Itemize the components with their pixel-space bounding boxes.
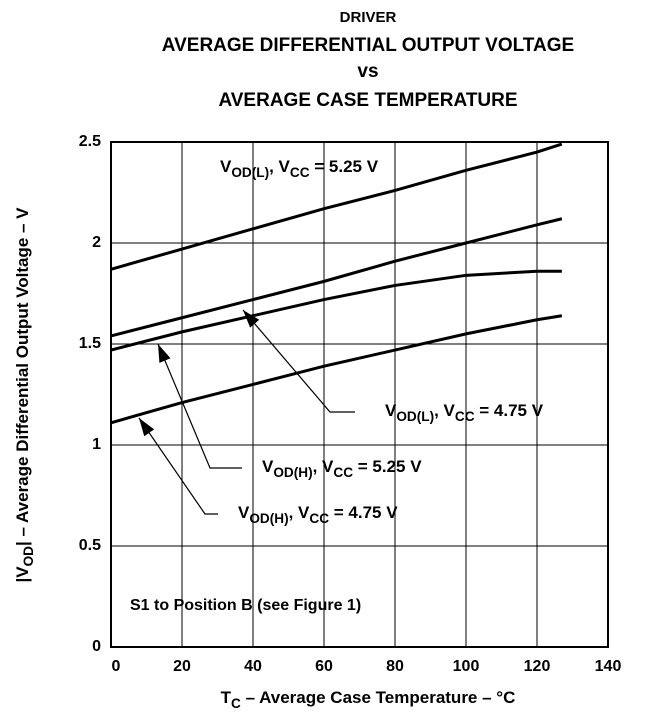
label-part: , V bbox=[289, 503, 310, 522]
label-part: V bbox=[262, 457, 274, 476]
label-part: , V bbox=[434, 401, 455, 420]
x-tick-label: 60 bbox=[315, 658, 333, 675]
x-tick-label: 140 bbox=[595, 658, 622, 675]
plot-frame bbox=[110, 141, 609, 648]
x-tick-label: 20 bbox=[173, 658, 191, 675]
chart-title: DRIVER bbox=[340, 9, 397, 26]
y-tick-label: 0.5 bbox=[79, 537, 101, 554]
chart-title: AVERAGE DIFFERENTIAL OUTPUT VOLTAGE bbox=[162, 35, 574, 56]
leader-line bbox=[138, 417, 218, 515]
arrowhead bbox=[139, 418, 155, 437]
arrowhead bbox=[158, 344, 171, 363]
subscript: OD(L) bbox=[231, 165, 269, 180]
x-tick-label: 80 bbox=[386, 658, 404, 675]
label-part: , V bbox=[313, 457, 334, 476]
line-series bbox=[110, 217, 563, 338]
leader-line bbox=[242, 309, 355, 413]
subscript: C bbox=[231, 696, 241, 711]
label-part: = 5.25 V bbox=[353, 457, 422, 476]
label: VOD(H), VCC = 4.75 V bbox=[238, 503, 398, 525]
label-part: |V bbox=[13, 566, 32, 583]
x-tick-label: 0 bbox=[112, 658, 121, 675]
label-part: | – Average Differential Output Voltage … bbox=[13, 207, 32, 546]
y-tick-label: 1.5 bbox=[79, 335, 101, 352]
line-series bbox=[110, 269, 562, 352]
subscript: CC bbox=[333, 465, 353, 480]
line-series bbox=[110, 314, 563, 425]
y-tick-label: 2 bbox=[92, 234, 101, 251]
label: |VOD| – Average Differential Output Volt… bbox=[13, 207, 35, 583]
label-part: V bbox=[385, 401, 397, 420]
subscript: CC bbox=[309, 511, 329, 526]
subscript: OD(L) bbox=[396, 409, 434, 424]
label-part: = 4.75 V bbox=[329, 503, 398, 522]
x-tick-label: 40 bbox=[244, 658, 262, 675]
chart-title: AVERAGE CASE TEMPERATURE bbox=[218, 90, 517, 111]
label-part: , V bbox=[269, 157, 290, 176]
y-tick-label: 1 bbox=[92, 436, 101, 453]
x-tick-label: 100 bbox=[453, 658, 480, 675]
chart-title: vs bbox=[357, 61, 378, 82]
arrowhead bbox=[243, 310, 260, 328]
label-part: V bbox=[238, 503, 250, 522]
note: S1 to Position B (see Figure 1) bbox=[130, 597, 361, 614]
subscript: OD(H) bbox=[273, 465, 312, 480]
leader-line bbox=[157, 343, 242, 469]
label-part: = 5.25 V bbox=[310, 157, 379, 176]
x-tick-label: 120 bbox=[524, 658, 551, 675]
label-part: – Average Case Temperature – °C bbox=[241, 688, 516, 707]
label: VOD(L), VCC = 4.75 V bbox=[385, 401, 544, 423]
subscript: CC bbox=[455, 409, 475, 424]
y-tick-label: 0 bbox=[92, 638, 101, 655]
label: TC – Average Case Temperature – °C bbox=[221, 688, 516, 710]
line-series bbox=[110, 142, 563, 271]
y-tick-label: 2.5 bbox=[79, 133, 101, 150]
subscript: OD bbox=[21, 546, 36, 567]
label-part: T bbox=[221, 688, 232, 707]
label: VOD(H), VCC = 5.25 V bbox=[262, 457, 422, 479]
label-part: V bbox=[220, 157, 232, 176]
label: VOD(L), VCC = 5.25 V bbox=[220, 157, 379, 179]
subscript: OD(H) bbox=[249, 511, 288, 526]
subscript: CC bbox=[290, 165, 310, 180]
label-part: = 4.75 V bbox=[475, 401, 544, 420]
